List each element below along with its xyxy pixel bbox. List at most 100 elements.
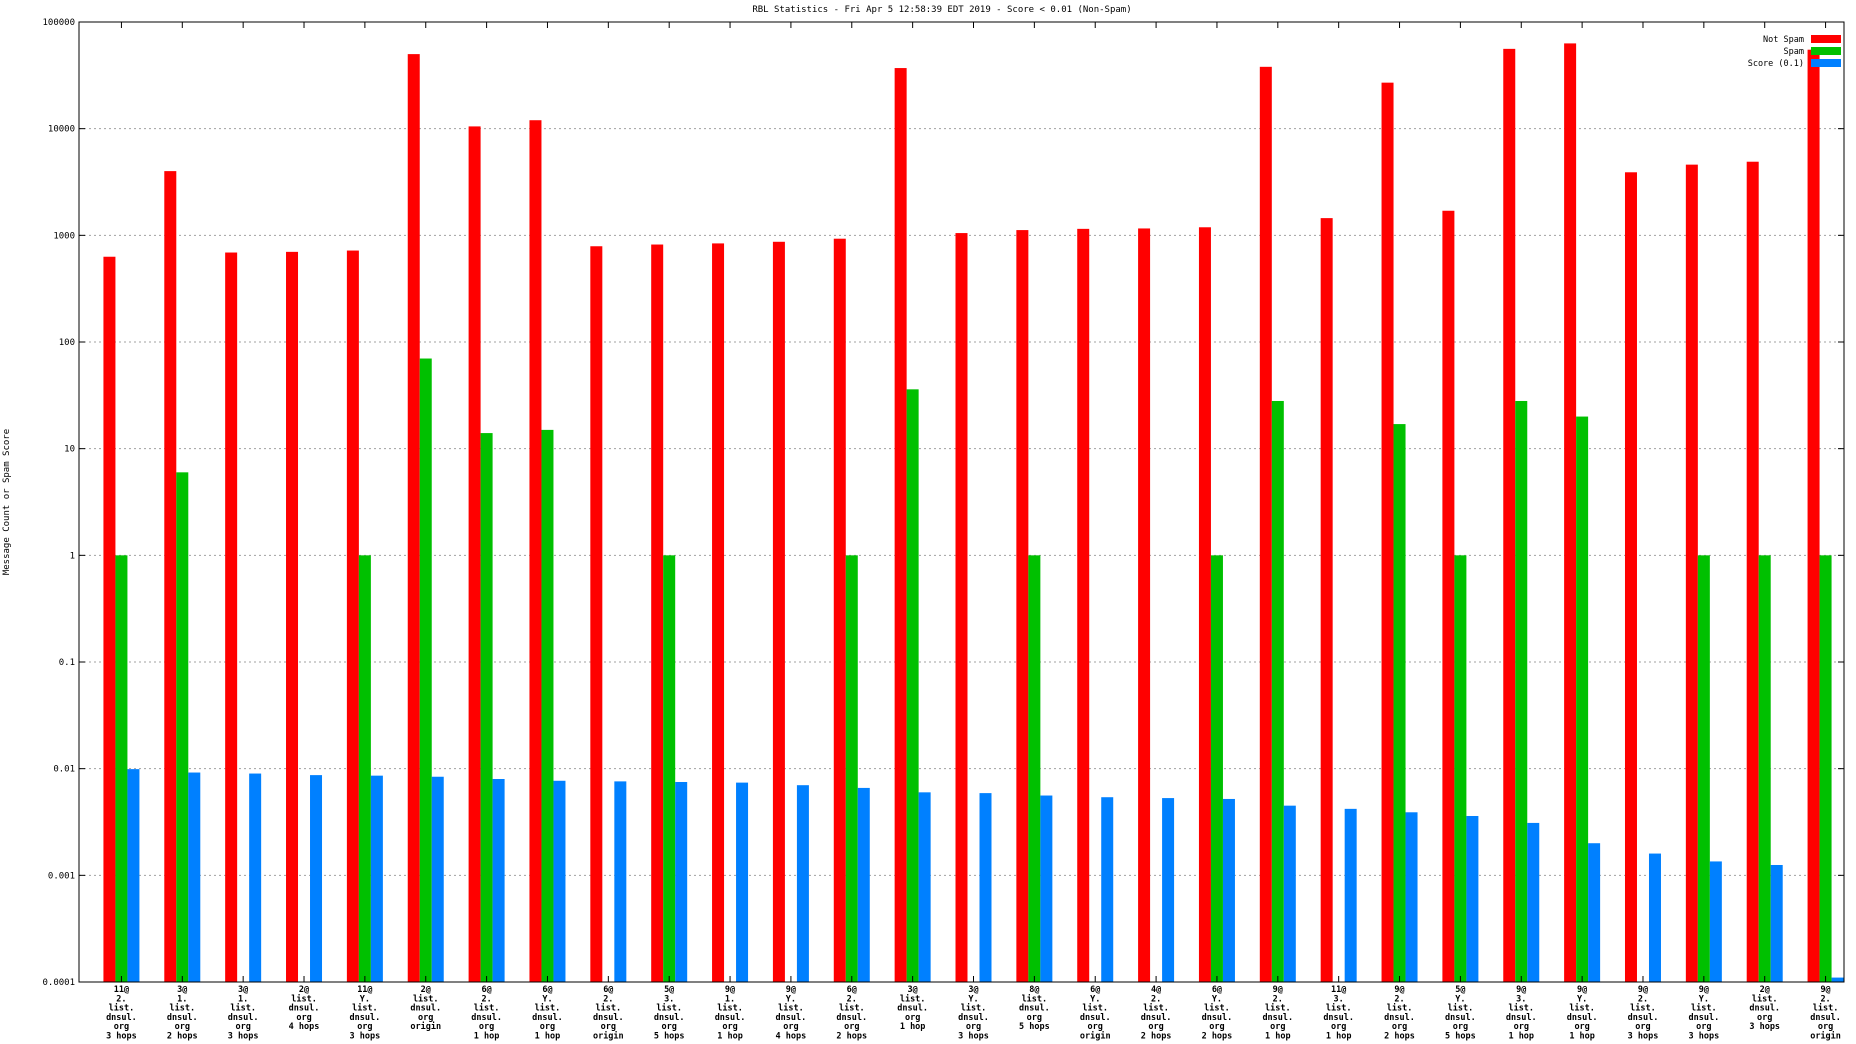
x-tick-label-line: 3 hops [228,1032,259,1042]
bar-not-spam [1381,82,1394,982]
bar-spam [1210,555,1223,982]
x-tick-label: 9@ 3. list. dnsul. org 1 hop [1506,985,1537,1042]
legend-swatch [1811,47,1841,55]
x-tick-label-line: dnsul. [1810,1013,1841,1023]
x-tick-label-line: 1 hop [1326,1032,1352,1042]
bar-not-spam [346,250,359,982]
bar-not-spam [1138,228,1151,982]
x-tick-label-line: dnsul. [593,1013,624,1023]
legend-label: Spam [1784,47,1804,57]
y-tick-label: 100000 [42,18,75,28]
x-tick-label: 6@ Y. list. dnsul. org 2 hops [1202,985,1233,1042]
x-tick-label-line: dnsul. [715,1013,746,1023]
x-tick-label-line: 8@ [1029,985,1039,995]
x-tick-label: 9@ Y. list. dnsul. org 1 hop [1567,985,1598,1042]
x-tick-label-line: list. [1813,1003,1839,1014]
bar-score-0-1 [249,773,262,982]
x-tick-label-line: org [722,1022,737,1032]
x-tick-label-line: 2 hops [167,1032,198,1042]
x-tick-label-line: list. [109,1003,135,1014]
bar-score-0-1 [1588,843,1601,982]
x-tick-label-line: list. [717,1003,743,1014]
x-tick-label-line: dnsul. [532,1013,563,1023]
x-tick-label-line: dnsul. [410,1004,441,1014]
x-tick-label-line: 1. [238,994,248,1004]
x-tick-label-line: 1. [725,994,735,1004]
x-tick-label-line: 1 hop [1569,1032,1595,1042]
x-tick-label-line: dnsul. [1506,1013,1537,1023]
x-tick-label-line: list. [1326,1003,1352,1014]
x-tick-label-line: list. [900,993,926,1004]
bar-score-0-1 [188,772,201,982]
x-tick-label-line: list. [413,993,439,1004]
x-tick-label-line: dnsul. [1749,1004,1780,1014]
bar-not-spam [529,120,542,983]
x-tick-label-line: dnsul. [1019,1004,1050,1014]
x-tick-label-line: org [1088,1022,1103,1032]
x-tick-label-line: list. [1448,1003,1474,1014]
bar-score-0-1 [614,781,627,982]
x-tick-label-line: 5@ [1455,985,1465,995]
bar-not-spam [1624,172,1637,982]
x-tick-label-line: org [1270,1022,1285,1032]
bar-spam [419,358,432,982]
x-tick-label-line: Y. [360,994,370,1004]
bar-not-spam [1259,66,1272,983]
x-tick-label-line: org [601,1022,616,1032]
x-tick-label-line: 3 hops [958,1032,989,1042]
x-tick-label-line: dnsul. [1445,1013,1476,1023]
bar-not-spam [590,246,603,982]
bar-spam [1515,400,1528,982]
bar-spam [1028,555,1041,982]
grid [79,128,1844,876]
x-tick-label-line: Y. [1577,994,1587,1004]
bar-score-0-1 [1222,798,1235,982]
x-tick-label-line: org [844,1022,859,1032]
x-tick-label-line: org [357,1022,372,1032]
x-tick-label-line: org [662,1022,677,1032]
bar-not-spam [1807,49,1820,983]
x-tick-label-line: dnsul. [106,1013,137,1023]
x-tick-label-line: 3 hops [106,1032,137,1042]
x-tick-label-line: 6@ [847,985,857,995]
x-tick-label-line: org [296,1013,311,1023]
bar-not-spam [651,244,664,983]
x-tick-label-line: 9@ [1638,985,1648,995]
x-tick-label-line: 1 hop [900,1022,926,1032]
x-tick-label-line: org [1574,1022,1589,1032]
x-tick-label-line: 1 hop [474,1032,500,1042]
x-tick-label-line: 9@ [1699,985,1709,995]
x-tick-label-line: 2@ [421,985,431,995]
x-tick-label-line: Y. [786,994,796,1004]
y-tick-label: 10 [64,445,75,455]
x-tick-label-line: 3@ [238,985,248,995]
x-tick-label-line: 11@ [1331,985,1346,995]
y-tick-label: 0.001 [48,871,75,881]
bar-not-spam [955,233,968,983]
x-tick-label-line: 1 hop [535,1032,561,1042]
x-tick-label-line: list. [778,1003,804,1014]
x-tick-label-line: org [1514,1022,1529,1032]
x-tick-label-line: org [1818,1022,1833,1032]
bar-not-spam [1442,210,1455,982]
bar-score-0-1 [1770,864,1783,982]
bar-spam [115,555,128,982]
x-tick-label-line: dnsul. [1628,1013,1659,1023]
x-tick-label-line: origin [410,1021,441,1032]
x-tick-label-line: dnsul. [1384,1013,1415,1023]
x-tick-label-line: 1. [177,994,187,1004]
x-tick-label-line: dnsul. [836,1013,867,1023]
bar-score-0-1 [1648,853,1661,982]
x-tick-label-line: 2@ [1760,985,1770,995]
bar-spam [176,472,189,982]
x-tick-label-line: 4 hops [776,1032,807,1042]
x-tick-label-line: org [966,1022,981,1032]
x-tick-label-line: org [1148,1022,1163,1032]
x-tick-label-line: 6@ [603,985,613,995]
x-tick-label-line: 6@ [1090,985,1100,995]
x-tick-label-line: 2 hops [1384,1032,1415,1042]
x-tick-label-line: 9@ [786,985,796,995]
x-tick-label-line: 4 hops [289,1022,320,1032]
